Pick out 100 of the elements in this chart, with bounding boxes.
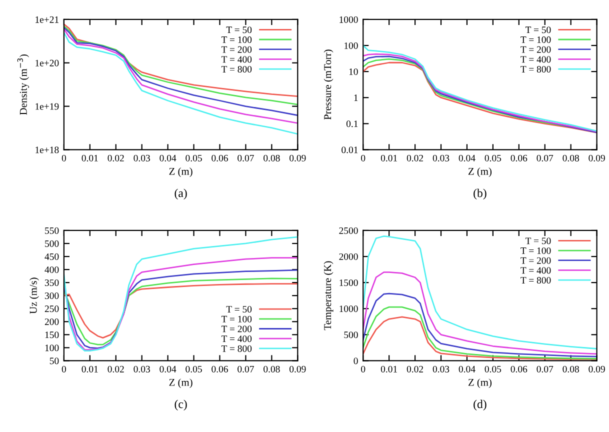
y-tick-label: 1 bbox=[354, 94, 358, 101]
x-axis-title: Z (m) bbox=[468, 168, 492, 177]
text: (b) bbox=[474, 188, 486, 200]
y-tick-label: 10 bbox=[349, 68, 358, 76]
y-tick-label: 1e+18 bbox=[36, 146, 59, 154]
x-tick-label: 0.03 bbox=[432, 366, 450, 372]
x-tick-label: 0 bbox=[62, 154, 66, 162]
x-tick-label: 0.08 bbox=[264, 366, 280, 372]
x-tick-label: 0.02 bbox=[406, 154, 424, 162]
y-tick-label: 500 bbox=[45, 240, 59, 247]
y-tick-label: 200 bbox=[44, 318, 59, 326]
y-tick-label: 250 bbox=[44, 306, 59, 312]
y-tick-label: 0 bbox=[354, 358, 358, 364]
line-series bbox=[363, 235, 597, 350]
y-tick-label: 0.01 bbox=[342, 146, 358, 154]
x-tick-label: 0.02 bbox=[108, 366, 124, 372]
y-tick-label: 400 bbox=[44, 266, 59, 274]
y-tick-label: 100 bbox=[344, 42, 358, 49]
line-series bbox=[64, 236, 298, 352]
x-tick-label: 0.06 bbox=[510, 154, 528, 162]
legend-label: T = 800 bbox=[221, 345, 252, 352]
legend-label: T = 400 bbox=[520, 267, 551, 274]
x-tick-label: 0.08 bbox=[562, 154, 579, 162]
x-tick-label: 0.02 bbox=[108, 154, 124, 162]
legend-label: T = 800 bbox=[520, 277, 551, 284]
x-tick-label: 0.06 bbox=[212, 154, 228, 162]
x-tick-label: 0.05 bbox=[484, 366, 502, 372]
x-axis-title: Z (m) bbox=[169, 378, 192, 388]
x-tick-label: 0.07 bbox=[238, 366, 254, 372]
legend-label: T = 400 bbox=[221, 336, 252, 342]
legend-label: T = 200 bbox=[520, 257, 551, 264]
y-tick-label: 1000 bbox=[340, 306, 358, 312]
x-tick-label: 0.04 bbox=[458, 154, 476, 162]
y-axis-title: Density (m$^{−3}$) bbox=[17, 54, 30, 115]
x-tick-label: 0.09 bbox=[588, 154, 605, 162]
y-tick-label: 1500 bbox=[340, 279, 358, 286]
x-axis-title: Z (m) bbox=[169, 168, 192, 177]
legend-label: T = 400 bbox=[221, 56, 252, 63]
x-tick-label: 0.05 bbox=[186, 366, 202, 372]
x-tick-label: 0.05 bbox=[186, 154, 202, 162]
legend-label: T = 800 bbox=[221, 66, 252, 73]
legend-label: T = 200 bbox=[520, 46, 551, 53]
x-tick-label: 0.09 bbox=[290, 366, 306, 372]
y-tick-label: 1e+21 bbox=[36, 16, 58, 23]
x-tick-label: 0.04 bbox=[458, 366, 476, 372]
y-tick-label: 1000 bbox=[340, 16, 358, 23]
y-tick-label: 0.1 bbox=[346, 120, 358, 128]
text: (a) bbox=[174, 188, 187, 200]
x-tick-label: 0.05 bbox=[484, 154, 502, 162]
y-tick-label: 1e+20 bbox=[36, 60, 59, 66]
y-axis-title: Pressure (mTorr) bbox=[324, 50, 334, 120]
x-tick-label: 0.09 bbox=[588, 366, 605, 372]
x-tick-label: 0.07 bbox=[238, 154, 254, 162]
legend-label: T = 50 bbox=[525, 26, 551, 34]
x-tick-label: 0.04 bbox=[160, 366, 176, 372]
text: (c) bbox=[174, 400, 187, 411]
x-tick-label: 0.08 bbox=[562, 366, 579, 372]
legend-label: T = 200 bbox=[221, 46, 252, 53]
x-tick-label: 0.03 bbox=[134, 366, 150, 372]
legend-label: T = 100 bbox=[221, 36, 252, 43]
y-tick-label: 2000 bbox=[339, 253, 358, 260]
y-tick-label: 100 bbox=[45, 344, 59, 352]
y-tick-label: 450 bbox=[44, 253, 59, 260]
x-tick-label: 0.09 bbox=[290, 154, 306, 162]
x-tick-label: 0 bbox=[361, 154, 366, 162]
legend-label: T = 400 bbox=[520, 56, 551, 63]
x-tick-label: 0.01 bbox=[82, 366, 98, 372]
y-tick-label: 150 bbox=[45, 332, 59, 338]
y-tick-label: 300 bbox=[44, 292, 59, 300]
legend-label: T = 800 bbox=[520, 66, 551, 73]
x-tick-label: 0.07 bbox=[536, 154, 554, 162]
legend-label: T = 50 bbox=[226, 306, 252, 313]
y-tick-label: 550 bbox=[45, 227, 59, 234]
x-axis-title: Z (m) bbox=[468, 378, 492, 388]
x-tick-label: 0.02 bbox=[406, 366, 424, 372]
x-tick-label: 0.08 bbox=[264, 154, 280, 162]
y-tick-label: 50 bbox=[50, 358, 59, 364]
legend-label: T = 100 bbox=[221, 316, 252, 322]
legend-label: T = 50 bbox=[226, 26, 252, 34]
x-tick-label: 0.07 bbox=[536, 366, 554, 372]
x-tick-label: 0.06 bbox=[212, 366, 228, 372]
text: (d) bbox=[474, 400, 486, 411]
legend-label: T = 100 bbox=[520, 247, 551, 254]
x-tick-label: 0.01 bbox=[380, 154, 397, 162]
x-tick-label: 0.03 bbox=[432, 154, 450, 162]
legend-label: T = 200 bbox=[221, 326, 252, 332]
x-tick-label: 0 bbox=[361, 366, 366, 372]
y-axis-title: Temperature (K) bbox=[324, 261, 334, 330]
x-tick-label: 0 bbox=[62, 366, 66, 372]
y-tick-label: 2500 bbox=[339, 227, 358, 234]
x-tick-label: 0.01 bbox=[82, 154, 98, 162]
legend-label: T = 100 bbox=[520, 36, 551, 43]
x-tick-label: 0.04 bbox=[160, 154, 176, 162]
line-series bbox=[363, 292, 597, 358]
legend-label: T = 50 bbox=[525, 238, 551, 244]
x-tick-label: 0.03 bbox=[134, 154, 150, 162]
y-tick-label: 350 bbox=[44, 279, 59, 286]
x-tick-label: 0.01 bbox=[380, 366, 397, 372]
y-tick-label: 1e+19 bbox=[36, 103, 59, 110]
y-axis-title: Uz (m/s) bbox=[30, 278, 39, 314]
